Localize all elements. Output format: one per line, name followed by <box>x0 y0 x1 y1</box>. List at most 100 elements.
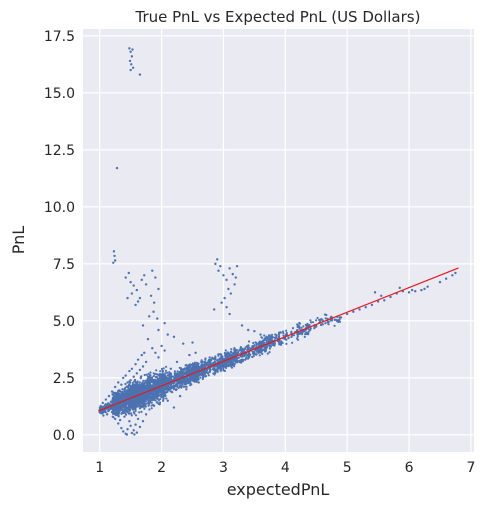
data-point <box>211 368 214 371</box>
data-point <box>220 365 223 368</box>
data-point <box>118 418 122 422</box>
data-point <box>134 303 137 307</box>
data-point <box>115 166 119 170</box>
data-point <box>117 381 120 384</box>
data-point <box>122 430 125 433</box>
data-point <box>138 368 142 372</box>
data-point <box>370 303 374 307</box>
data-point <box>157 399 160 402</box>
data-point <box>124 386 127 389</box>
data-point <box>140 353 143 357</box>
data-point <box>146 393 149 396</box>
data-point <box>129 424 132 427</box>
data-point <box>315 325 318 328</box>
data-point <box>143 274 146 277</box>
data-point <box>185 385 188 388</box>
data-point <box>220 301 223 304</box>
data-point <box>438 280 442 284</box>
data-point <box>224 349 227 352</box>
data-point <box>208 370 211 373</box>
data-point <box>104 398 108 401</box>
data-point <box>169 367 173 370</box>
data-point <box>126 427 129 431</box>
data-point <box>265 341 268 344</box>
data-point <box>183 372 186 375</box>
data-point <box>166 390 169 393</box>
data-point <box>189 384 192 387</box>
data-point <box>117 422 120 425</box>
data-point <box>236 357 239 360</box>
data-point <box>302 325 305 328</box>
data-point <box>233 283 236 286</box>
data-point <box>281 341 284 344</box>
data-point <box>168 386 172 389</box>
data-point <box>120 426 123 430</box>
data-point <box>131 381 134 384</box>
data-point <box>161 372 164 375</box>
data-point <box>118 389 121 392</box>
data-point <box>339 316 343 319</box>
data-point <box>223 369 226 372</box>
data-point <box>280 340 283 343</box>
data-point <box>423 287 426 291</box>
data-point <box>144 403 147 407</box>
data-point <box>170 390 173 393</box>
data-point <box>426 285 429 288</box>
data-point <box>178 394 182 398</box>
data-point <box>176 370 179 373</box>
data-point <box>132 284 135 287</box>
data-point <box>144 400 147 403</box>
data-point <box>107 409 110 412</box>
data-point <box>142 379 145 382</box>
data-point <box>121 388 124 391</box>
data-point <box>255 345 258 348</box>
data-point <box>151 377 154 380</box>
data-point <box>135 384 138 387</box>
data-point <box>229 292 233 295</box>
data-point <box>316 316 319 320</box>
data-point <box>166 374 169 377</box>
data-point <box>164 379 167 382</box>
data-point <box>226 364 230 368</box>
data-point <box>237 350 240 353</box>
data-point <box>231 353 234 356</box>
data-point <box>118 395 121 398</box>
data-point <box>129 406 132 409</box>
data-point <box>156 373 159 376</box>
data-point <box>125 392 128 395</box>
data-point <box>163 374 166 377</box>
data-point <box>128 47 131 50</box>
data-point <box>197 362 200 365</box>
data-point <box>208 356 211 359</box>
data-point <box>129 387 132 390</box>
data-point <box>302 329 306 333</box>
data-point <box>253 329 256 333</box>
data-point <box>231 272 234 276</box>
data-point <box>131 383 134 386</box>
data-point <box>214 355 217 358</box>
data-point <box>155 396 158 399</box>
data-point <box>203 365 207 368</box>
data-point <box>158 390 161 393</box>
data-point <box>188 353 191 357</box>
data-point <box>136 404 139 407</box>
data-point <box>129 68 132 72</box>
data-point <box>160 383 163 386</box>
data-point <box>162 393 165 396</box>
data-point <box>261 342 264 345</box>
data-point <box>298 322 301 325</box>
data-point <box>258 354 261 357</box>
data-point <box>148 408 151 411</box>
data-point <box>130 412 133 415</box>
data-point <box>225 305 228 309</box>
data-point <box>155 394 158 397</box>
data-point <box>234 361 237 364</box>
data-point <box>165 397 168 400</box>
y-tick-label: 10.0 <box>44 200 75 216</box>
data-point <box>179 367 182 370</box>
data-point <box>271 343 275 347</box>
data-point <box>204 357 207 360</box>
data-point <box>144 396 147 399</box>
data-point <box>141 382 144 385</box>
data-point <box>264 350 267 353</box>
